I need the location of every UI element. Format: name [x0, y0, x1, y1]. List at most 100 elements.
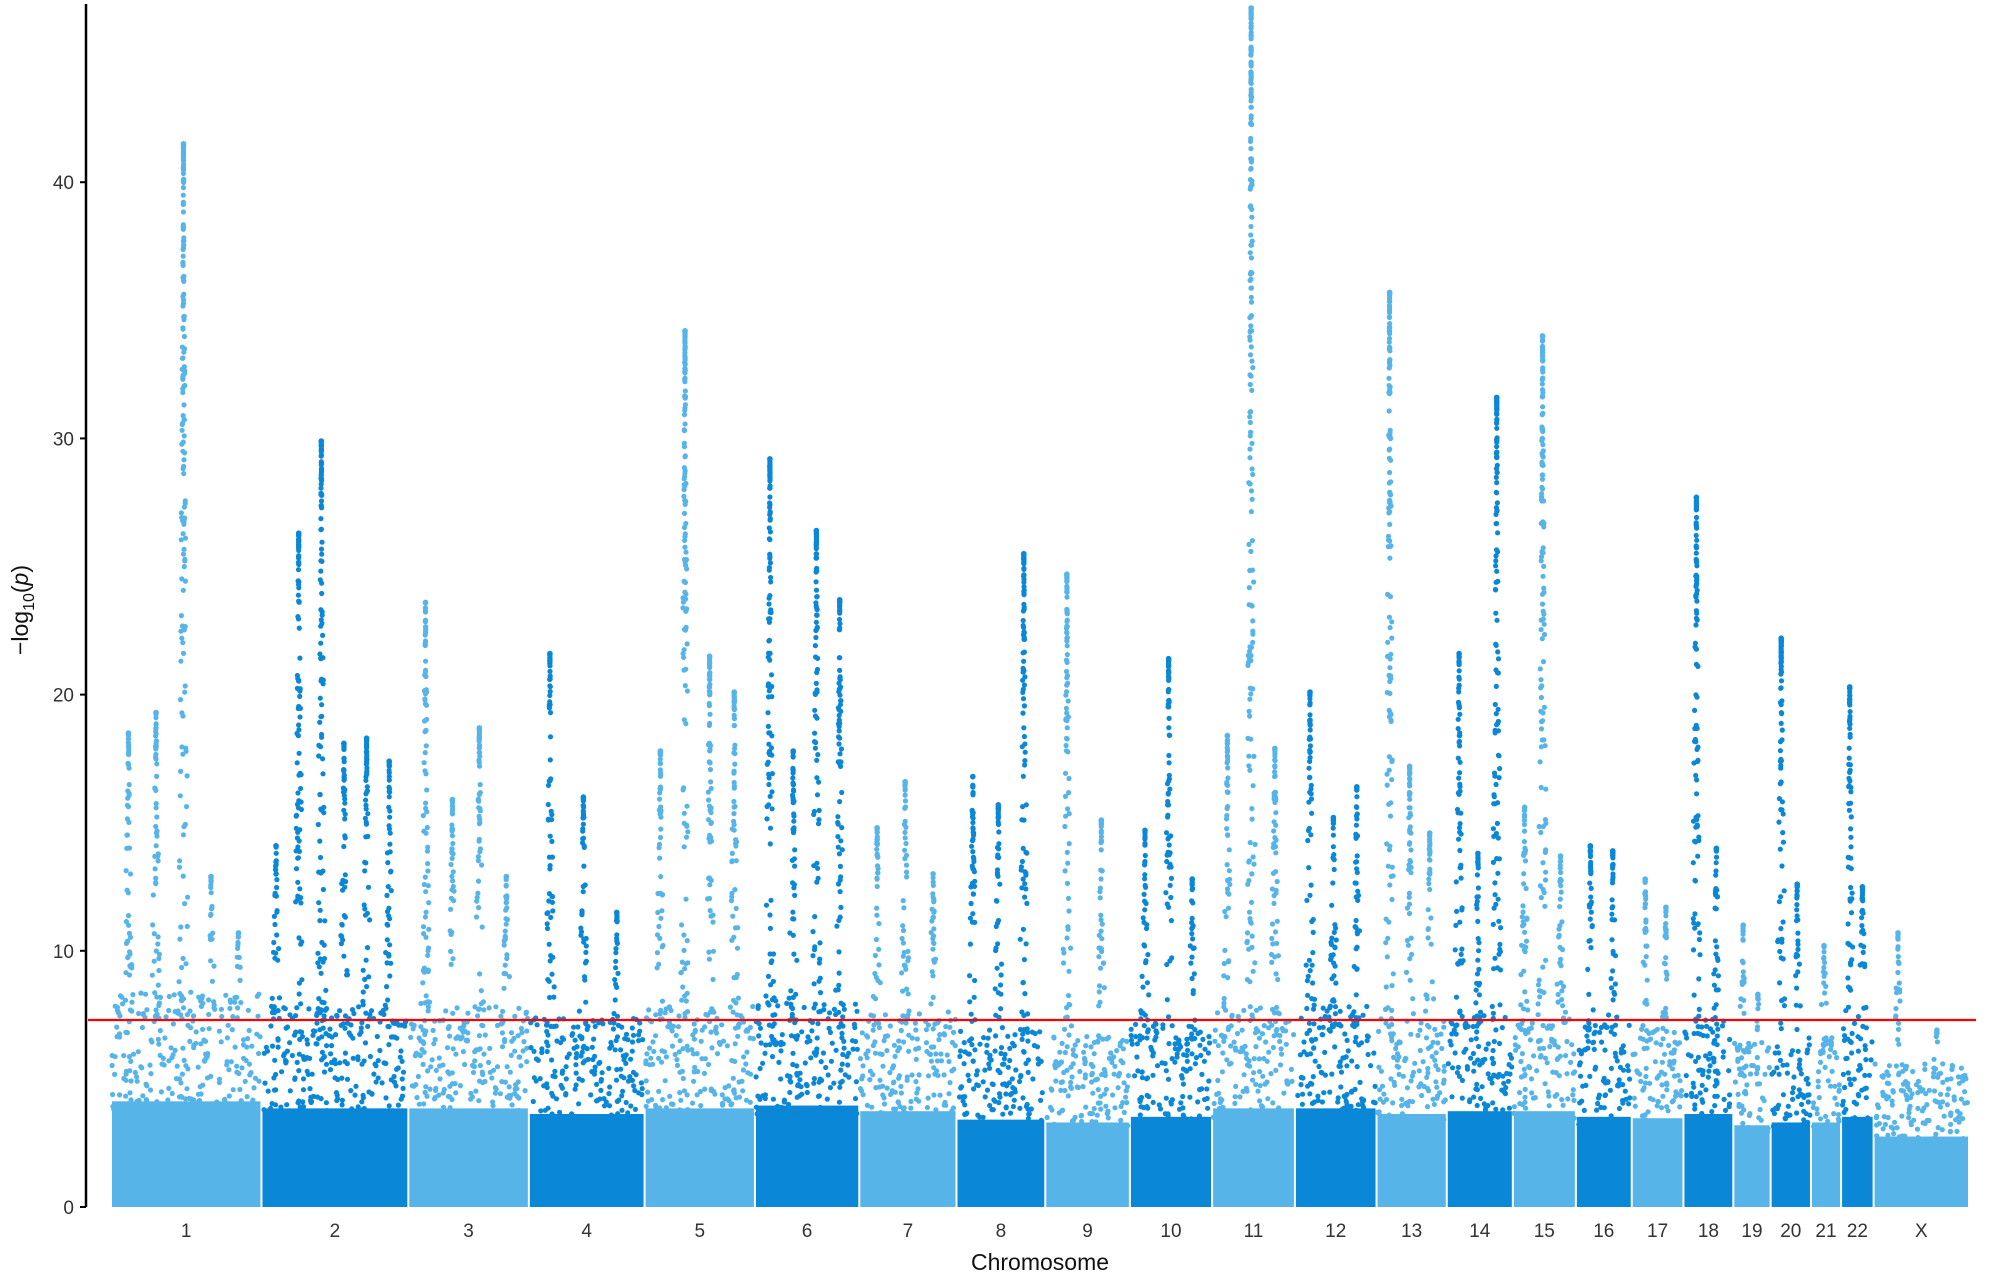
snp-point — [178, 993, 184, 999]
snp-point — [123, 1071, 129, 1077]
snp-point — [767, 951, 773, 957]
snp-point — [211, 999, 217, 1005]
snp-point — [769, 1054, 776, 1060]
snp-point — [1017, 1026, 1024, 1033]
snp-point — [1142, 907, 1148, 913]
snp-point — [1064, 652, 1070, 658]
snp-point — [1304, 1052, 1310, 1058]
snp-point — [1168, 1101, 1174, 1107]
snp-point — [707, 908, 713, 914]
snp-point — [188, 1107, 195, 1113]
snp-point — [294, 1059, 300, 1065]
snp-point — [646, 1045, 653, 1051]
snp-point — [610, 1026, 617, 1032]
snp-point — [1079, 1118, 1085, 1125]
snp-point — [658, 826, 664, 832]
chromosome-13-dense-band — [1377, 1114, 1446, 1207]
snp-point — [1065, 860, 1071, 866]
snp-point — [599, 1117, 606, 1123]
snp-point — [1248, 285, 1254, 291]
snp-point — [387, 916, 393, 922]
snp-point — [1249, 933, 1255, 939]
snp-point — [994, 867, 1001, 873]
snp-point — [449, 803, 456, 810]
snp-point — [859, 1076, 865, 1082]
snp-point — [284, 1102, 290, 1108]
snp-point — [791, 951, 797, 957]
snp-point — [930, 973, 936, 979]
snp-point — [1070, 1061, 1076, 1067]
snp-point — [425, 1004, 431, 1010]
snp-point — [297, 1036, 303, 1042]
snp-point — [680, 984, 686, 990]
snp-point — [1304, 1005, 1310, 1012]
snp-point — [790, 909, 796, 915]
snp-point — [502, 928, 508, 934]
snp-point — [684, 990, 690, 996]
snp-point — [754, 1111, 760, 1117]
snp-point — [698, 1038, 704, 1044]
snp-point — [1354, 811, 1360, 817]
snp-point — [297, 693, 303, 700]
snp-point — [1355, 897, 1361, 904]
snp-point — [1340, 1055, 1346, 1061]
snp-point — [1247, 455, 1253, 461]
snp-point — [1099, 921, 1105, 927]
snp-point — [720, 1038, 727, 1044]
snp-point — [583, 949, 589, 956]
snp-point — [1248, 691, 1254, 697]
snp-point — [360, 1095, 366, 1101]
snp-point — [547, 734, 554, 740]
snp-point — [637, 1020, 643, 1026]
snp-point — [292, 1076, 298, 1082]
snp-point — [1272, 773, 1278, 780]
snp-point — [1098, 830, 1104, 836]
snp-point — [304, 1041, 311, 1047]
snp-point — [606, 1065, 612, 1071]
snp-point — [1269, 935, 1275, 942]
snp-point — [1330, 825, 1336, 831]
snp-point — [1009, 1090, 1015, 1097]
snp-point — [179, 576, 185, 582]
snp-point — [974, 1068, 980, 1074]
snp-point — [1393, 1045, 1399, 1052]
snp-point — [638, 1080, 645, 1086]
snp-point — [1063, 742, 1069, 749]
snp-point — [691, 1036, 698, 1042]
snp-point — [181, 402, 187, 408]
snp-point — [1052, 1065, 1058, 1071]
snp-point — [769, 806, 775, 812]
snp-point — [272, 921, 278, 928]
snp-point — [319, 539, 325, 545]
snp-point — [995, 808, 1001, 815]
snp-point — [1221, 995, 1227, 1002]
snp-point — [162, 1035, 168, 1041]
snp-point — [422, 609, 429, 615]
peak-top-point — [1248, 5, 1254, 11]
snp-point — [321, 810, 327, 816]
snp-point — [256, 991, 262, 997]
snp-point — [707, 711, 713, 717]
snp-point — [1059, 1079, 1065, 1085]
snp-point — [875, 854, 881, 860]
snp-point — [293, 1013, 299, 1019]
snp-point — [1308, 796, 1315, 802]
snp-point — [547, 710, 554, 716]
snp-point — [387, 808, 393, 814]
snp-point — [903, 1110, 909, 1116]
snp-point — [814, 669, 820, 676]
snp-point — [147, 1062, 153, 1068]
snp-point — [1249, 440, 1255, 446]
snp-point — [579, 1034, 585, 1040]
snp-point — [812, 643, 819, 649]
snp-point — [1066, 841, 1072, 847]
chromosome-12-dense-band — [1295, 1108, 1376, 1207]
snp-point — [515, 1079, 521, 1085]
snp-point — [578, 929, 585, 935]
snp-point — [1019, 1009, 1025, 1015]
snp-point — [314, 1020, 320, 1026]
snp-point — [366, 974, 372, 980]
snp-point — [121, 1053, 127, 1059]
snp-point — [176, 1076, 182, 1082]
snp-point — [893, 1112, 899, 1118]
